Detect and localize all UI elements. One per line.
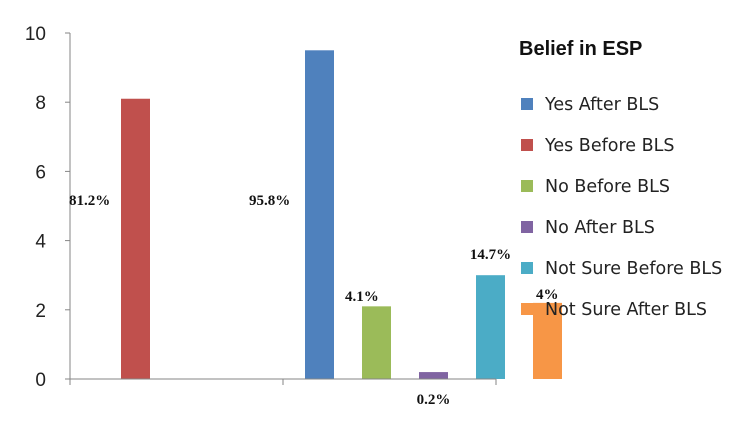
legend-entry: Yes Before BLS [544, 136, 674, 156]
bar-yes-before-bls [121, 98, 150, 380]
bar-no-after-bls [419, 372, 448, 379]
legend-swatch [521, 303, 533, 315]
legend-swatch [521, 180, 533, 192]
legend-entry: Yes After BLS [544, 95, 659, 115]
y-tick-label: 10 [25, 24, 46, 45]
legend-swatch [521, 221, 533, 233]
data-labels: 81.2% 95.8% 4.1% 0.2% 14.7% 4% [69, 193, 559, 408]
legend: Belief in ESP Yes After BLS Yes Before BL… [519, 38, 722, 320]
y-axis-ticks: 0 2 4 6 8 10 [25, 24, 70, 391]
data-label: 4.1% [345, 289, 379, 305]
legend-entry: No Before BLS [545, 177, 670, 197]
legend-items: Yes After BLS Yes Before BLS No Before BLS… [521, 95, 722, 320]
bar-yes-after-bls [305, 50, 334, 380]
legend-swatch [521, 139, 533, 151]
bar-not-sure-before-bls [476, 275, 505, 379]
legend-swatch [521, 262, 533, 274]
data-label: 95.8% [249, 193, 290, 209]
data-label: 14.7% [470, 247, 511, 263]
data-label: 0.2% [417, 392, 451, 408]
y-tick-label: 8 [35, 93, 46, 114]
bars [121, 50, 562, 380]
legend-entry: Not Sure After BLS [545, 300, 707, 320]
legend-entry: Not Sure Before BLS [545, 259, 722, 279]
legend-title: Belief in ESP [519, 38, 642, 60]
y-tick-label: 0 [35, 370, 46, 391]
legend-swatch [521, 98, 533, 110]
data-label: 4% [536, 287, 559, 303]
bar-not-sure-after-bls [533, 302, 562, 379]
y-tick-label: 4 [35, 232, 46, 253]
axes [69, 33, 497, 385]
data-label: 81.2% [69, 193, 110, 209]
y-tick-label: 2 [35, 301, 46, 322]
y-tick-label: 6 [35, 162, 46, 183]
bar-no-before-bls [362, 306, 391, 379]
legend-entry: No After BLS [545, 218, 655, 238]
